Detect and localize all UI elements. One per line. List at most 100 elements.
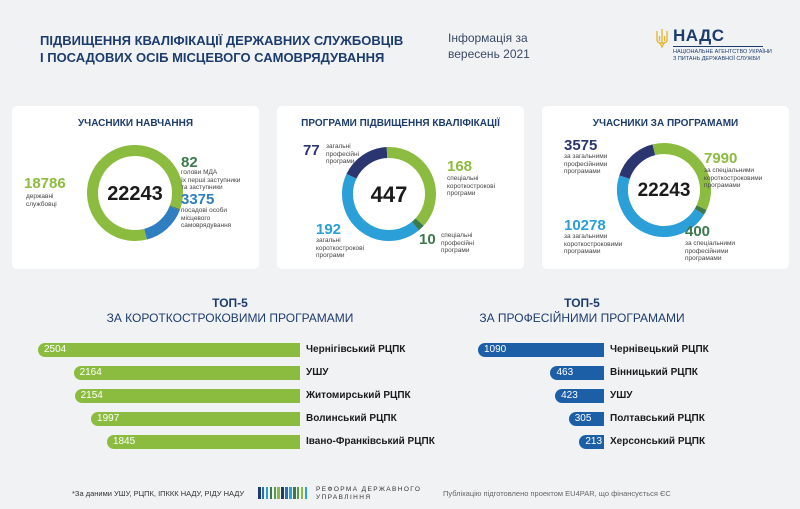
page-title-line1: ПІДВИЩЕННЯ КВАЛІФІКАЦІЇ ДЕРЖАВНИХ СЛУЖБО… (40, 33, 404, 48)
participants-donut (87, 145, 183, 241)
top5-short-title-line2: ЗА КОРОТКОСТРОКОВИМИ ПРОГРАМАМИ (106, 311, 354, 325)
label-pp-general-short-text-2: короткостроковими (564, 240, 623, 248)
bars-prof-bar-1 (550, 366, 604, 380)
label-special-short-text-1: спеціальні (447, 175, 479, 182)
bars-prof-value-label-3: 305 (574, 413, 592, 424)
label-pp-general-short-value: 10278 (564, 217, 606, 234)
period-info-line1: Інформація за (448, 31, 528, 45)
donut1-slice-0 (346, 147, 388, 179)
programs-donut (342, 147, 436, 241)
label-local-officials-text-2: місцевого (181, 214, 211, 222)
reform-text-line1: РЕФОРМА ДЕРЖАВНОГО (316, 486, 422, 493)
bars-short-category-label-0: Чернігівський РЦПК (306, 344, 406, 355)
label-pp-special-professional-text-1: за спеціальними (685, 240, 736, 247)
label-general-short-text-2: короткострокові (316, 244, 365, 252)
period-info-line2: вересень 2021 (448, 47, 530, 61)
bars-prof-category-label-2: УШУ (610, 390, 633, 401)
label-pp-special-short-text: за спеціальними короткостроковими програ… (704, 167, 762, 190)
bars-prof-value-label-0: 1090 (484, 344, 507, 355)
label-civil-servants-text-2: службовці (26, 200, 57, 208)
label-heads-text-1: голови МДА (181, 169, 218, 176)
label-pp-special-short-text-3: програмами (704, 182, 741, 189)
label-heads-text: голови МДА їх перші заступники та заступ… (181, 169, 240, 192)
label-pp-general-short-text-1: за загальними (564, 233, 608, 240)
logo-full-line1: НАЦІОНАЛЬНЕ АГЕНТСТВО УКРАЇНИ (673, 49, 772, 55)
bars-prof-bar-0 (478, 343, 604, 357)
reform-text-line2: УПРАВЛІННЯ (316, 494, 372, 501)
donut1-slice-2 (411, 218, 424, 231)
bars-prof-bar-2 (555, 389, 604, 403)
top5-short-title-line1: ТОП-5 (212, 296, 248, 310)
label-civil-servants-value: 18786 (24, 175, 66, 192)
nads-logo: НАДС НАЦІОНАЛЬНЕ АГЕНТСТВО УКРАЇНИ З ПИТ… (655, 26, 772, 66)
label-special-professional-text-3: програми (441, 247, 470, 254)
label-heads-text-2: їх перші заступники (181, 176, 241, 184)
card-participants-title: УЧАСНИКИ НАВЧАННЯ (77, 118, 194, 129)
card-participants-by-program: УЧАСНИКИ ЗА ПРОГРАМАМИ 22243 3575 за заг… (542, 106, 789, 269)
participants-by-program-total: 22243 (637, 180, 691, 201)
source-note: *За даними УШУ, РЦПК, ІПККК НАДУ, РІДУ Н… (72, 489, 245, 498)
card-programs-title: ПРОГРАМИ ПІДВИЩЕННЯ КВАЛІФІКАЦІЇ (301, 118, 500, 129)
reform-text: РЕФОРМА ДЕРЖАВНОГО УПРАВЛІННЯ (316, 486, 421, 502)
card-programs: ПРОГРАМИ ПІДВИЩЕННЯ КВАЛІФІКАЦІЇ 447 77 … (277, 106, 524, 269)
bars-prof-category-label-4: Херсонський РЦПК (610, 436, 706, 447)
bars-prof-value-label-2: 423 (561, 390, 578, 401)
label-local-officials-value: 3375 (181, 191, 215, 208)
logo-divider (673, 46, 763, 47)
label-special-professional-text: спеціальні професійні програми (441, 232, 474, 255)
bars-prof-value-label-4: 213 (585, 436, 603, 447)
label-local-officials-text-3: самоврядування (181, 222, 232, 229)
label-civil-servants-text-1: державні (26, 193, 54, 200)
reform-stripes-icon (258, 487, 309, 505)
label-general-short-value: 192 (316, 221, 342, 238)
label-pp-general-professional-text-1: за загальними (564, 153, 608, 160)
bars-prof-category-label-3: Полтавський РЦПК (610, 413, 705, 424)
top5-short-title: ТОП-5 ЗА КОРОТКОСТРОКОВИМИ ПРОГРАМАМИ (100, 296, 360, 326)
label-local-officials-text: посадові особи місцевого самоврядування (181, 207, 231, 230)
bars-prof-category-label-1: Вінницький РЦПК (610, 367, 698, 378)
logo-abbr: НАДС (673, 26, 725, 45)
label-special-short-value: 168 (447, 158, 473, 175)
label-pp-special-professional-value: 400 (685, 223, 711, 240)
label-heads-value: 82 (181, 154, 198, 171)
label-special-short-text-2: короткострокові (447, 182, 496, 190)
bars-short-value-label-0: 2504 (44, 344, 67, 355)
card-participants: УЧАСНИКИ НАВЧАННЯ 22243 18786 державні с… (12, 106, 259, 269)
bars-short-bar-0 (38, 343, 300, 357)
participants-total: 22243 (107, 183, 163, 205)
label-pp-general-professional-value: 3575 (564, 137, 598, 154)
label-general-professional-text-2: професійні (326, 150, 360, 158)
label-civil-servants-text: державні службовці (26, 193, 57, 208)
card-participants-by-program-title: УЧАСНИКИ ЗА ПРОГРАМАМИ (592, 118, 739, 129)
reform-logo: РЕФОРМА ДЕРЖАВНОГО УПРАВЛІННЯ (258, 486, 420, 505)
label-heads-text-3: та заступники (181, 184, 223, 191)
bars-short-category-label-1: УШУ (306, 367, 329, 378)
label-local-officials-text-1: посадові особи (181, 207, 228, 214)
bars-short-category-label-4: Івано-Франківський РЦПК (306, 436, 435, 447)
label-pp-special-short-text-2: короткостроковими (704, 174, 763, 182)
top5-professional-title-line2: ЗА ПРОФЕСІЙНИМИ ПРОГРАМАМИ (479, 311, 685, 325)
bars-short-value-label-3: 1997 (97, 413, 120, 424)
label-pp-special-professional-text: за спеціальними професійними програмами (685, 240, 735, 263)
top5-professional-title-line1: ТОП-5 (564, 296, 600, 310)
logo-full-name: НАЦІОНАЛЬНЕ АГЕНТСТВО УКРАЇНИ З ПИТАНЬ Д… (673, 49, 772, 62)
bars-short-value-label-4: 1845 (112, 436, 136, 447)
label-special-short-text-3: програми (447, 190, 476, 197)
bars-prof-category-label-0: Чернівецький РЦПК (610, 344, 709, 355)
label-pp-special-short-value: 7990 (704, 150, 738, 167)
donut2-slice-1 (652, 143, 711, 210)
bars-short-category-label-2: Житомирський РЦПК (306, 390, 411, 401)
bars-short-value-label-2: 2154 (80, 390, 103, 401)
label-pp-general-short-text: за загальними короткостроковими програма… (564, 233, 622, 256)
label-general-short-text-1: загальні (316, 237, 341, 244)
label-general-short-text: загальні короткострокові програми (316, 237, 364, 260)
bars-prof-value-label-1: 463 (556, 367, 574, 378)
label-pp-special-professional-text-2: професійними (685, 247, 729, 255)
participants-by-program-donut (617, 143, 711, 237)
label-general-professional-text-3: програми (326, 158, 355, 165)
label-general-short-text-3: програми (316, 252, 345, 259)
donut0-slice-0 (87, 145, 183, 241)
label-pp-general-short-text-3: програмами (564, 248, 601, 255)
label-special-short-text: спеціальні короткострокові програми (447, 175, 495, 198)
